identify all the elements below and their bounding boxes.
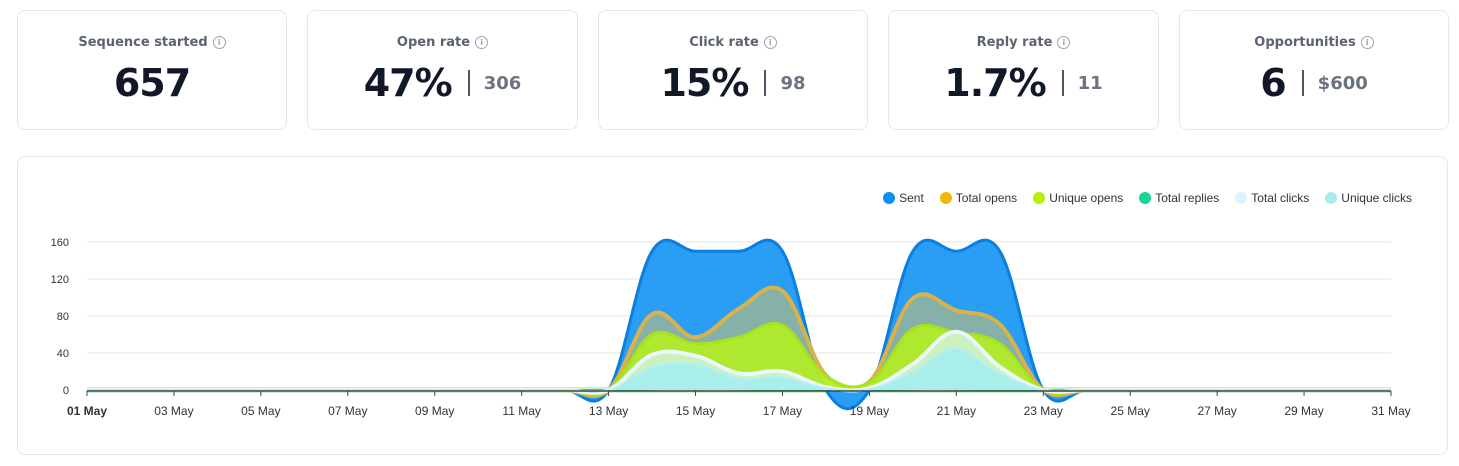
stat-card-open-rate: Open rate i 47% 306 [307,10,578,130]
divider [1061,70,1064,96]
y-tick-label: 80 [57,311,69,323]
stat-title: Reply rate [976,35,1053,50]
y-tick-label: 0 [63,385,69,397]
stat-subvalue: 98 [780,72,806,94]
stat-value: 15% [660,61,749,105]
legend-dot [1139,192,1152,204]
stat-card-opportunities: Opportunities i 6 $600 [1179,10,1449,130]
legend-item-total-clicks[interactable]: Total clicks [1235,191,1309,205]
legend-label: Total opens [955,191,1018,205]
legend-item-unique-clicks[interactable]: Unique clicks [1325,191,1412,205]
x-tick-label: 27 May [1197,404,1236,418]
divider [1301,70,1304,96]
x-tick-label: 25 May [1111,404,1150,418]
legend-item-unique-opens[interactable]: Unique opens [1033,191,1123,205]
stat-value: 47% [363,61,453,105]
legend-dot [1325,192,1338,204]
stat-value: 6 [1260,61,1286,105]
divider [467,70,470,96]
stat-subvalue: 11 [1077,72,1103,94]
stat-title: Opportunities [1254,35,1356,50]
legend-dot [939,192,952,204]
info-icon[interactable]: i [1360,36,1374,49]
x-tick-label: 23 May [1024,404,1063,418]
info-icon[interactable]: i [763,36,777,49]
legend-item-sent[interactable]: Sent [883,191,924,205]
x-tick-label: 31 May [1371,404,1410,418]
chart-legend: Sent Total opens Unique opens Total repl… [867,191,1412,205]
divider [764,70,767,96]
legend-label: Unique clicks [1341,191,1412,205]
x-tick-label: 03 May [154,404,193,418]
y-tick-label: 40 [57,348,69,360]
stat-card-click-rate: Click rate i 15% 98 [598,10,868,130]
y-tick-label: 160 [51,237,69,249]
stat-value: 657 [113,61,191,105]
stat-card-sequence-started: Sequence started i 657 [17,10,287,130]
legend-dot [1235,192,1248,204]
stat-title: Sequence started [78,35,208,50]
x-tick-label: 09 May [415,404,454,418]
series-line-unique-clicks [87,347,1391,393]
series-area-unique-clicks [87,348,1391,392]
info-icon[interactable]: i [1057,36,1071,49]
x-tick-label: 13 May [589,404,628,418]
legend-item-total-opens[interactable]: Total opens [939,191,1018,205]
info-icon[interactable]: i [475,36,489,49]
stat-value: 1.7% [944,61,1046,105]
series-area-sent [87,240,1391,409]
stat-card-reply-rate: Reply rate i 1.7% 11 [888,10,1159,130]
legend-dot [883,192,896,204]
y-tick-label: 120 [51,274,69,286]
x-tick-label: 05 May [241,404,280,418]
x-tick-label: 15 May [676,404,715,418]
x-tick-label: 19 May [850,404,889,418]
x-tick-label: 21 May [937,404,976,418]
legend-dot [1033,192,1046,204]
stat-title: Open rate [396,35,471,50]
legend-label: Total replies [1155,191,1220,205]
stat-subvalue: $600 [1317,72,1368,94]
stat-title: Click rate [689,35,759,50]
x-tick-label: 17 May [763,404,802,418]
series-area-unique-opens [87,323,1391,395]
x-tick-label: 01 May [67,404,107,418]
x-tick-label: 07 May [328,404,367,418]
stat-subvalue: 306 [483,72,522,94]
x-tick-label: 11 May [502,404,540,418]
info-icon[interactable]: i [212,36,226,49]
legend-item-total-replies[interactable]: Total replies [1139,191,1219,205]
legend-label: Total clicks [1251,191,1310,205]
legend-label: Sent [899,191,924,205]
legend-label: Unique opens [1049,191,1124,205]
x-tick-label: 29 May [1284,404,1323,418]
